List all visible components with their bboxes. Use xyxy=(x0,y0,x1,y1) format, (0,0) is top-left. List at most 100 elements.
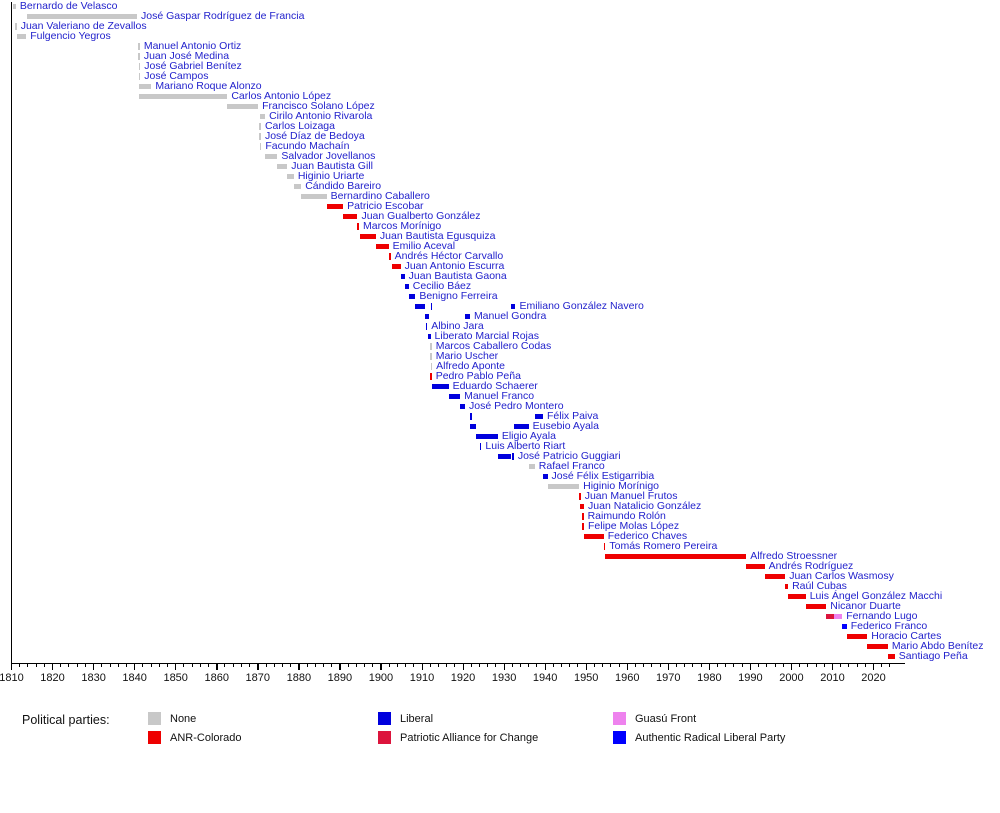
president-label[interactable]: Felipe Molas López xyxy=(588,520,680,532)
x-axis-minor-tick xyxy=(659,663,661,667)
president-label[interactable]: Alfredo Aponte xyxy=(436,360,506,372)
president-row: Andrés Rodríguez xyxy=(0,560,1000,572)
x-axis-minor-tick xyxy=(487,663,489,667)
president-label[interactable]: Benigno Ferreira xyxy=(419,290,498,302)
president-row: Luis Ángel González Macchi xyxy=(0,590,1000,602)
legend-label-none: None xyxy=(170,713,197,725)
president-label[interactable]: Juan Valeriano de Zevallos xyxy=(20,20,147,32)
president-label[interactable]: Salvador Jovellanos xyxy=(281,150,376,162)
president-label[interactable]: Félix Paiva xyxy=(547,410,599,422)
president-label[interactable]: Federico Franco xyxy=(850,620,928,632)
president-label[interactable]: Mario Uscher xyxy=(435,350,499,362)
president-label[interactable]: Marcos Morínigo xyxy=(363,220,442,232)
term-tick xyxy=(469,413,472,420)
president-label[interactable]: José Pedro Montero xyxy=(469,400,564,412)
president-label[interactable]: Mariano Roque Alonzo xyxy=(155,80,262,92)
president-label[interactable]: Andrés Héctor Carvallo xyxy=(394,250,504,262)
legend-swatch-guasu xyxy=(613,712,626,725)
president-label[interactable]: Nicanor Duarte xyxy=(830,600,901,612)
president-label[interactable]: José Gaspar Rodríguez de Francia xyxy=(141,10,305,22)
president-label[interactable]: Bernardo de Velasco xyxy=(19,0,118,12)
x-axis-tick-label: 1850 xyxy=(163,671,188,684)
president-label[interactable]: Carlos Antonio López xyxy=(231,90,332,102)
president-label[interactable]: Fulgencio Yegros xyxy=(30,30,111,42)
president-label[interactable]: Juan José Medina xyxy=(143,50,230,62)
president-label[interactable]: Eusebio Ayala xyxy=(532,420,599,432)
president-label[interactable]: Luis Ángel González Macchi xyxy=(809,590,943,602)
president-label[interactable]: Cirilo Antonio Rivarola xyxy=(269,110,373,122)
president-label[interactable]: Albino Jara xyxy=(431,320,484,332)
president-label[interactable]: José Gabriel Benítez xyxy=(144,60,242,72)
x-axis-minor-tick xyxy=(643,663,645,667)
president-label[interactable]: Cándido Bareiro xyxy=(305,180,382,192)
president-label[interactable]: Juan Bautista Gaona xyxy=(408,270,507,282)
x-axis-minor-tick xyxy=(331,663,333,667)
president-label[interactable]: José Patricio Guggiari xyxy=(517,450,621,462)
president-label[interactable]: José Díaz de Bedoya xyxy=(264,130,365,142)
president-label[interactable]: Eduardo Schaerer xyxy=(452,380,538,392)
legend-label-arlp: Authentic Radical Liberal Party xyxy=(635,732,786,744)
president-label[interactable]: Federico Chaves xyxy=(607,530,688,542)
president-label[interactable]: Higinio Uriarte xyxy=(297,170,365,182)
president-label[interactable]: Santiago Peña xyxy=(898,650,968,662)
x-axis-minor-tick xyxy=(725,663,727,667)
president-label[interactable]: Rafael Franco xyxy=(538,460,605,472)
president-label[interactable]: Marcos Caballero Codas xyxy=(435,340,552,352)
president-label[interactable]: Mario Abdo Benítez xyxy=(891,640,984,652)
x-axis-minor-tick xyxy=(684,663,686,667)
president-label[interactable]: Juan Antonio Escurra xyxy=(404,260,505,272)
president-label[interactable]: Tomás Romero Pereira xyxy=(609,540,718,552)
president-label[interactable]: Francisco Solano López xyxy=(262,100,375,112)
president-label[interactable]: Bernardino Caballero xyxy=(330,190,430,202)
president-label[interactable]: Horacio Cartes xyxy=(871,630,942,642)
president-label[interactable]: Facundo Machaín xyxy=(265,140,350,152)
president-label[interactable]: Juan Gualberto González xyxy=(361,210,481,222)
president-label[interactable]: Juan Natalicio González xyxy=(588,500,702,512)
president-row: José Félix Estigarribia xyxy=(0,470,1000,482)
term-tick xyxy=(430,353,432,360)
term-tick xyxy=(425,323,428,330)
president-row: Mariano Roque Alonzo xyxy=(0,80,1000,92)
president-label[interactable]: Raimundo Rolón xyxy=(587,510,666,522)
president-label[interactable]: Eligio Ayala xyxy=(501,430,556,442)
president-label[interactable]: Patricio Escobar xyxy=(347,200,424,212)
term-tick xyxy=(259,123,261,130)
president-label[interactable]: Raúl Cubas xyxy=(792,580,847,592)
president-label[interactable]: Higinio Morínigo xyxy=(583,480,659,492)
president-label[interactable]: Pedro Pablo Peña xyxy=(435,370,521,382)
president-label[interactable]: Fernando Lugo xyxy=(846,610,918,622)
president-label[interactable]: Alfredo Stroessner xyxy=(750,550,838,562)
term-bar xyxy=(528,464,535,469)
term-bar xyxy=(826,614,835,619)
president-label[interactable]: Manuel Antonio Ortiz xyxy=(143,40,242,52)
president-label[interactable]: Manuel Franco xyxy=(464,390,535,402)
president-row: Bernardino Caballero xyxy=(0,190,1000,202)
president-label[interactable]: Luis Alberto Riart xyxy=(485,440,566,452)
term-bar xyxy=(460,404,465,409)
president-label[interactable]: Manuel Gondra xyxy=(473,310,547,322)
term-tick xyxy=(582,523,584,530)
president-label[interactable]: Emiliano González Navero xyxy=(519,300,644,312)
president-label[interactable]: Juan Bautista Egusquiza xyxy=(379,230,496,242)
term-bar xyxy=(465,314,470,319)
president-label[interactable]: Andrés Rodríguez xyxy=(768,560,854,572)
x-axis-tick-label: 1970 xyxy=(656,671,681,684)
president-label[interactable]: Liberato Marcial Rojas xyxy=(434,330,539,342)
president-row: Mario Abdo Benítez xyxy=(0,640,1000,652)
president-label[interactable]: José Félix Estigarribia xyxy=(551,470,655,482)
president-label[interactable]: Juan Manuel Frutos xyxy=(584,490,678,502)
president-row: Benigno Ferreira xyxy=(0,290,1000,302)
legend-label-pac: Patriotic Alliance for Change xyxy=(400,732,539,744)
x-axis-minor-tick xyxy=(183,663,185,667)
president-label[interactable]: Emilio Aceval xyxy=(392,240,456,252)
term-bar xyxy=(547,484,580,489)
president-label[interactable]: Juan Carlos Wasmosy xyxy=(789,570,894,582)
president-row: Facundo Machaín xyxy=(0,140,1000,152)
president-label[interactable]: Juan Bautista Gill xyxy=(291,160,373,172)
x-axis-tick-label: 1810 xyxy=(0,671,24,684)
president-label[interactable]: José Campos xyxy=(144,70,209,82)
x-axis-tick-label: 1860 xyxy=(204,671,229,684)
x-axis-minor-tick xyxy=(208,663,210,667)
president-label[interactable]: Cecilio Báez xyxy=(412,280,472,292)
president-label[interactable]: Carlos Loizaga xyxy=(264,120,335,132)
